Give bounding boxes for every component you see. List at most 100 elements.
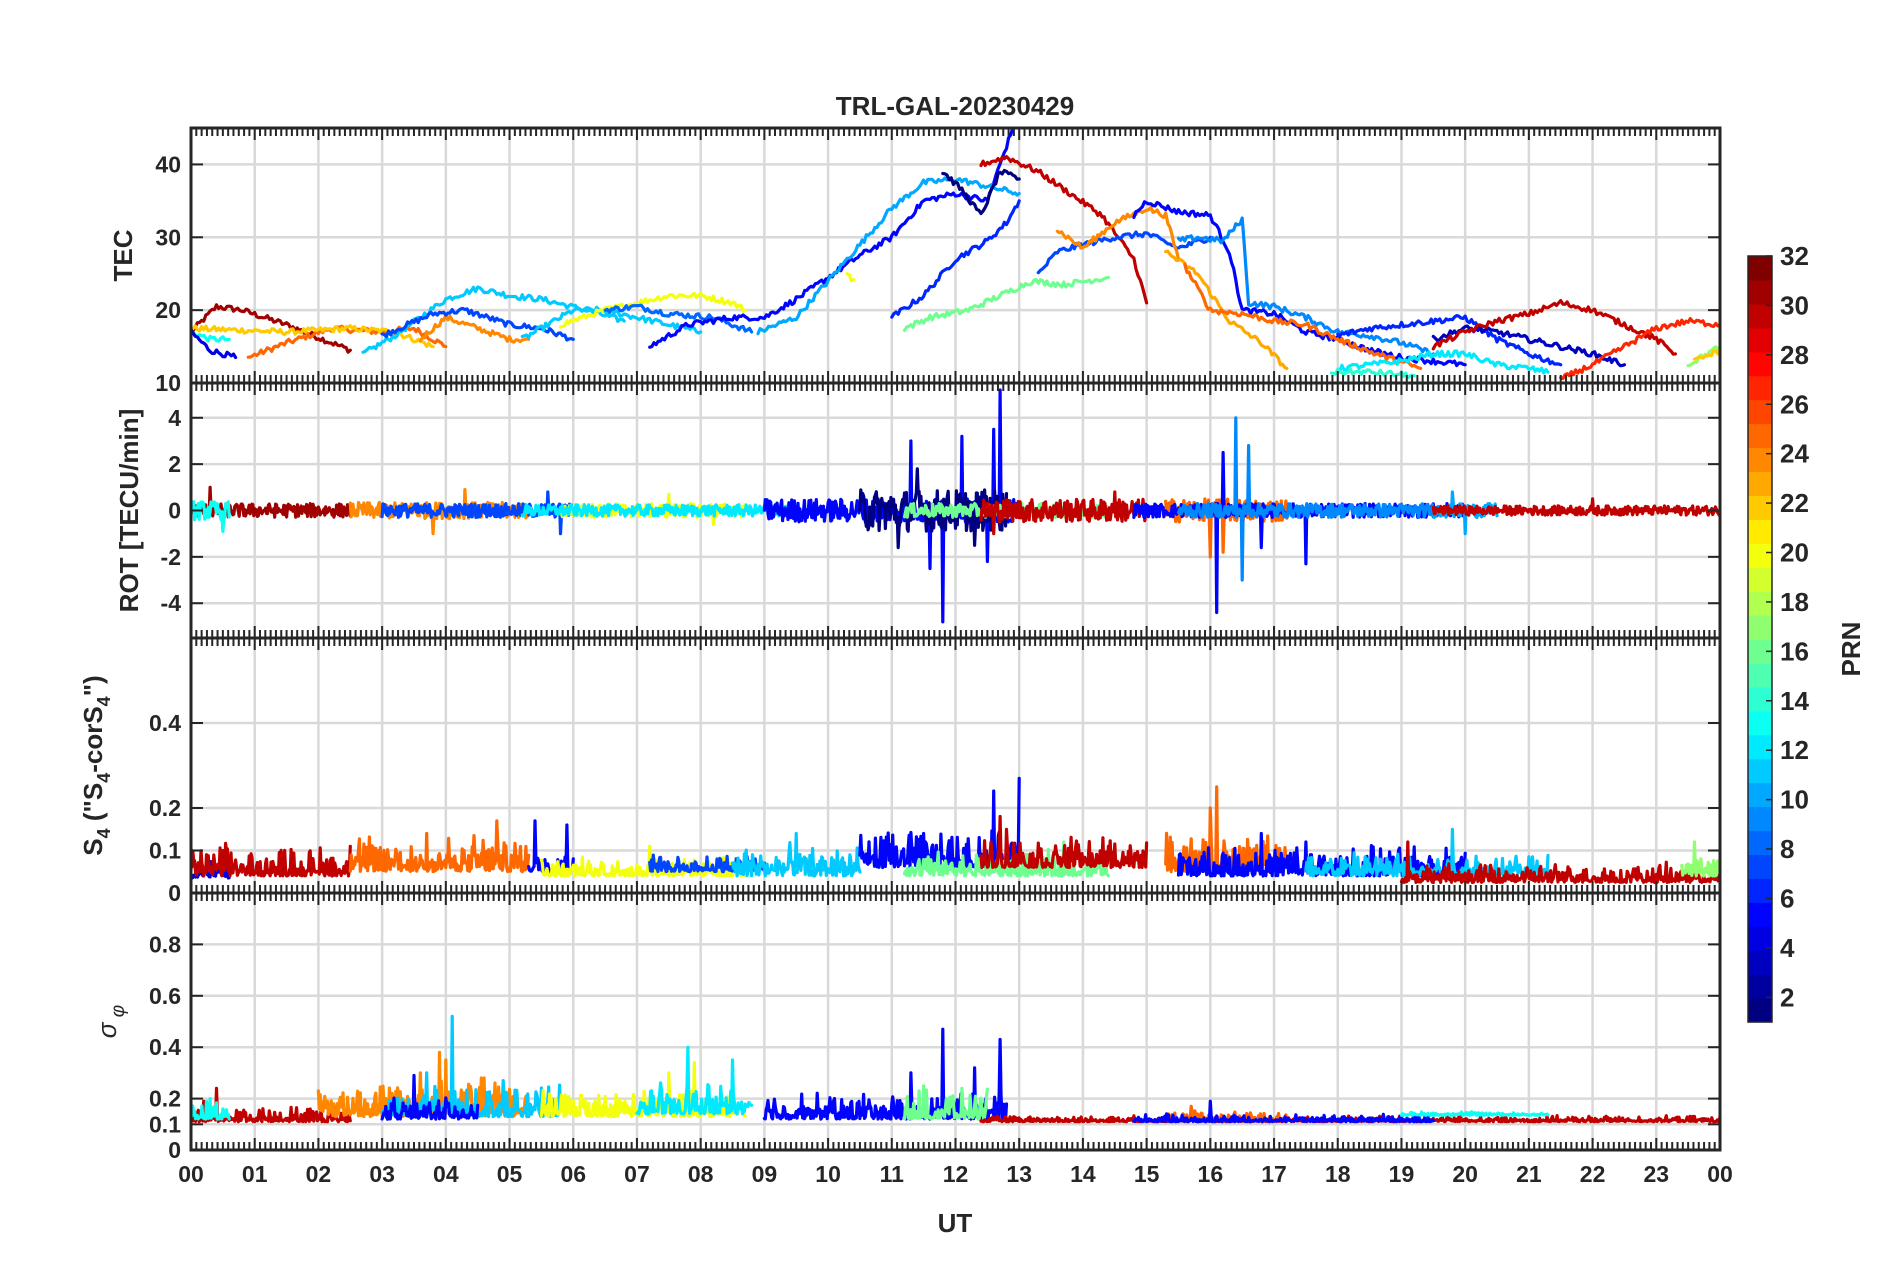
x-tick-label: 10 [815,1161,841,1187]
colorbar-title: PRN [1836,622,1866,677]
colorbar-segment [1748,782,1772,808]
rot-series-prn-12 [520,503,798,518]
tec-series-prn-24 [418,313,531,344]
x-axis-title: UT [938,1208,973,1238]
x-tick-label: 06 [560,1161,586,1187]
colorbar-segment [1748,710,1772,736]
colorbar-segment [1748,878,1772,903]
colorbar-segment [1748,902,1772,927]
colorbar-segment [1748,662,1772,688]
sigma_phi-series-prn-13 [1399,1110,1550,1117]
rot-series-prn-30 [979,490,1149,536]
s4-axis-title: S4 ("S4-corS4") [78,675,114,855]
sigma_phi-series-prn-13 [191,1097,231,1121]
panel-tec: 10 20 30 40 TEC [108,126,1722,396]
tec-series-prn-6 [1336,314,1563,367]
tec-data [191,128,1720,381]
rot-series-prn-7 [380,490,575,536]
colorbar-segment [1748,950,1772,975]
colorbar-segment [1748,423,1772,449]
colorbar-segment [1748,447,1772,473]
colorbar-segment [1748,591,1772,616]
tec-series-prn-5 [1132,200,1467,368]
rot-series-prn-9 [1176,416,1435,582]
s4-title-part: ") [78,675,108,696]
panel-sigma_phi: 00.10.2 0.4 0.6 0.8 σ φ 00 01 02 03 04 05 06 07 08 09 1… [92,891,1733,1187]
colorbar-segment [1748,806,1772,832]
colorbar-segment [1748,926,1772,951]
tec-series-prn-16 [902,275,1110,332]
s4-series-prn-17 [1680,840,1720,878]
s4-series-prn-11 [730,831,862,878]
s4-title-part: ("S [78,783,108,829]
s4-series-prn-25 [348,819,531,874]
colorbar-segment [1748,830,1772,856]
tec-series-prn-20 [845,272,856,283]
tec-axis-title: TEC [108,229,138,281]
colorbar-tick-label: 30 [1780,290,1809,320]
colorbar-tick-label: 8 [1780,834,1794,864]
x-tick-label: 09 [752,1161,778,1187]
x-tick-label: 04 [433,1161,459,1187]
s4-title-part: 4 [94,773,114,783]
tec-series-prn-4 [191,327,238,360]
colorbar-tick-label: 6 [1780,883,1794,913]
colorbar-segment [1748,375,1772,401]
x-tick-label: 15 [1134,1161,1160,1187]
sigma-phi-axis-title: σ φ [92,1005,129,1038]
colorbar-tick-label: 18 [1780,587,1809,617]
x-tick-label: 02 [306,1161,332,1187]
colorbar-segment [1748,567,1772,592]
panel-rot: -4 -2 0 2 4 ROT [TECU/min] [114,381,1722,640]
colorbar-segment [1748,543,1772,568]
x-tick-label: 22 [1580,1161,1606,1187]
x-tick-label: 00 [1707,1161,1733,1187]
colorbar-segment [1748,519,1772,544]
y-tick-label: 0.2 [149,1086,181,1112]
tec-series-prn-31 [191,303,352,354]
s4-title-part: S [78,838,108,855]
colorbar-segment [1748,734,1772,760]
colorbar-tick-label: 32 [1780,241,1809,271]
x-tick-label: 19 [1389,1161,1415,1187]
s4-data [191,776,1720,884]
s4-series-prn-30 [191,841,352,878]
x-tick-label: 14 [1070,1161,1096,1187]
s4-series-prn-5 [527,819,575,874]
tec-series-prn-7 [1036,230,1212,275]
colorbar-segment [1748,686,1772,712]
y-tick-label: 4 [168,405,181,431]
y-tick-label: 0.1 [149,838,181,864]
sigma_phi-series-prn-5 [380,1073,480,1121]
colorbar-tick-label: 22 [1780,488,1809,518]
y-tick-label: 0.6 [149,983,181,1009]
y-tick-label: 0.4 [149,710,181,736]
sigma-symbol: σ [92,1021,122,1038]
colorbar-tick-label: 4 [1780,933,1795,963]
s4-title-part: 4 [94,696,114,706]
x-tick-label: 20 [1452,1161,1478,1187]
x-tick-label: 16 [1198,1161,1224,1187]
colorbar-segment [1748,854,1772,879]
x-tick-label: 21 [1516,1161,1542,1187]
y-tick-label: 0.8 [149,931,181,957]
tec-series-prn-22 [191,324,435,349]
x-tick-label: 23 [1643,1161,1669,1187]
tec-series-prn-8 [603,303,754,334]
colorbar-tick-label: 2 [1780,982,1794,1012]
rot-axis-title: ROT [TECU/min] [114,409,144,613]
x-tick-label: 11 [880,1161,905,1187]
x-tick-label: 12 [943,1161,969,1187]
rot-series-prn-30 [1431,497,1720,517]
colorbar-segment [1748,758,1772,784]
sigma_phi-series-prn-16 [902,1084,989,1121]
chart-title: TRL-GAL-20230429 [836,91,1074,121]
colorbar-segment [1748,351,1772,377]
sigma_phi-series-prn-12 [635,1045,754,1116]
y-tick-label: 0.4 [149,1034,181,1060]
tec-series-prn-6 [890,199,1021,319]
y-tick-label: 0 [168,880,181,906]
colorbar-segment [1748,615,1772,640]
